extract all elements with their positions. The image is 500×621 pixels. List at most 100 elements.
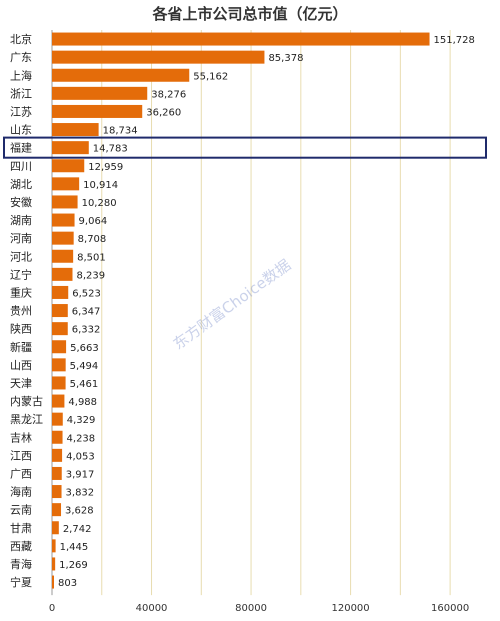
category-label: 甘肃 (10, 522, 32, 535)
x-tick-label: 120000 (331, 603, 369, 614)
value-label: 5,663 (70, 343, 99, 354)
bar (52, 358, 66, 372)
category-label: 贵州 (10, 305, 32, 318)
value-label: 6,347 (72, 307, 101, 318)
bar (52, 267, 73, 281)
value-label: 5,494 (70, 361, 99, 372)
bar (52, 285, 69, 299)
category-labels: 北京广东上海浙江江苏山东福建四川湖北安徽湖南河南河北辽宁重庆贵州陕西新疆山西天津… (10, 32, 43, 589)
category-label: 新疆 (10, 340, 32, 354)
value-label: 4,329 (67, 415, 96, 426)
value-label: 3,917 (66, 469, 95, 480)
bar (52, 68, 190, 82)
bar (52, 521, 59, 535)
category-label: 重庆 (10, 285, 32, 299)
value-label: 10,280 (82, 198, 117, 209)
value-label: 1,269 (59, 560, 88, 571)
value-label: 8,239 (77, 270, 106, 281)
category-label: 上海 (10, 68, 32, 82)
value-label: 3,832 (66, 488, 95, 499)
category-label: 北京 (10, 32, 32, 46)
category-label: 云南 (10, 504, 32, 517)
category-label: 黑龙江 (10, 413, 43, 426)
bar (52, 322, 68, 336)
value-label: 8,501 (77, 252, 106, 263)
bar (52, 213, 75, 227)
bar (52, 177, 80, 191)
value-label: 14,783 (93, 144, 128, 155)
value-label: 6,523 (72, 288, 101, 299)
x-tick-label: 160000 (431, 603, 469, 614)
category-label: 青海 (10, 557, 32, 571)
category-label: 海南 (10, 485, 32, 499)
category-label: 江西 (10, 449, 32, 462)
value-label: 55,162 (193, 71, 228, 82)
category-label: 辽宁 (10, 267, 32, 281)
bar (52, 448, 63, 462)
highlight-box (3, 136, 487, 159)
value-label: 8,708 (78, 234, 107, 245)
value-label: 4,053 (66, 451, 95, 462)
bar (52, 340, 67, 354)
bar (52, 394, 65, 408)
bar (52, 430, 63, 444)
category-label: 陕西 (10, 322, 32, 336)
value-label: 6,332 (72, 325, 101, 336)
value-label: 10,914 (83, 180, 118, 191)
bar (52, 195, 78, 209)
category-label: 湖南 (10, 214, 32, 227)
category-label: 山东 (10, 124, 32, 137)
grid-lines (51, 30, 451, 596)
value-label: 9,064 (79, 216, 108, 227)
x-axis-ticks: 0 40000 80000 120000 160000 (49, 603, 469, 614)
category-label: 西藏 (10, 540, 32, 553)
bar (52, 376, 66, 390)
x-tick-label: 40000 (136, 603, 168, 614)
bar (52, 32, 430, 46)
value-label: 151,728 (434, 35, 475, 46)
value-label: 2,742 (63, 524, 92, 535)
bar (52, 141, 89, 155)
value-label: 5,461 (70, 379, 99, 390)
category-label: 四川 (10, 160, 32, 173)
bar (52, 575, 54, 589)
category-label: 河南 (10, 232, 32, 245)
category-label: 宁夏 (10, 575, 32, 589)
bar (52, 304, 68, 318)
value-label: 4,988 (68, 397, 97, 408)
bar (52, 485, 62, 499)
category-label: 吉林 (10, 430, 32, 444)
bar (52, 123, 99, 137)
category-label: 浙江 (10, 87, 32, 100)
category-label: 广西 (10, 467, 32, 480)
bar (52, 503, 62, 517)
value-label: 12,959 (88, 162, 123, 173)
bar (52, 50, 265, 64)
x-tick-label: 80000 (235, 603, 267, 614)
bar (52, 249, 74, 263)
value-labels: 151,728 85,378 55,162 38,276 36,260 18,734 14,… (58, 35, 475, 589)
watermark: 东方财富Choice数据 (170, 256, 294, 353)
value-label: 85,378 (268, 53, 303, 64)
bar (52, 86, 148, 100)
value-label: 1,445 (60, 542, 89, 553)
value-label: 38,276 (151, 89, 186, 100)
bar (52, 159, 85, 173)
value-label: 3,628 (65, 506, 94, 517)
value-label: 18,734 (103, 126, 138, 137)
value-label: 36,260 (146, 107, 181, 118)
value-label: 4,238 (67, 433, 96, 444)
bar (52, 231, 74, 245)
bar (52, 412, 63, 426)
bar (52, 539, 56, 553)
category-label: 江苏 (10, 105, 32, 118)
category-label: 湖北 (10, 178, 32, 191)
category-label: 安徽 (10, 195, 32, 209)
category-label: 河北 (10, 250, 32, 263)
category-label: 山西 (10, 359, 32, 372)
bar (52, 557, 56, 571)
bars (52, 32, 430, 589)
chart-title: 各省上市公司总市值（亿元） (151, 5, 347, 23)
category-label: 福建 (10, 141, 32, 155)
